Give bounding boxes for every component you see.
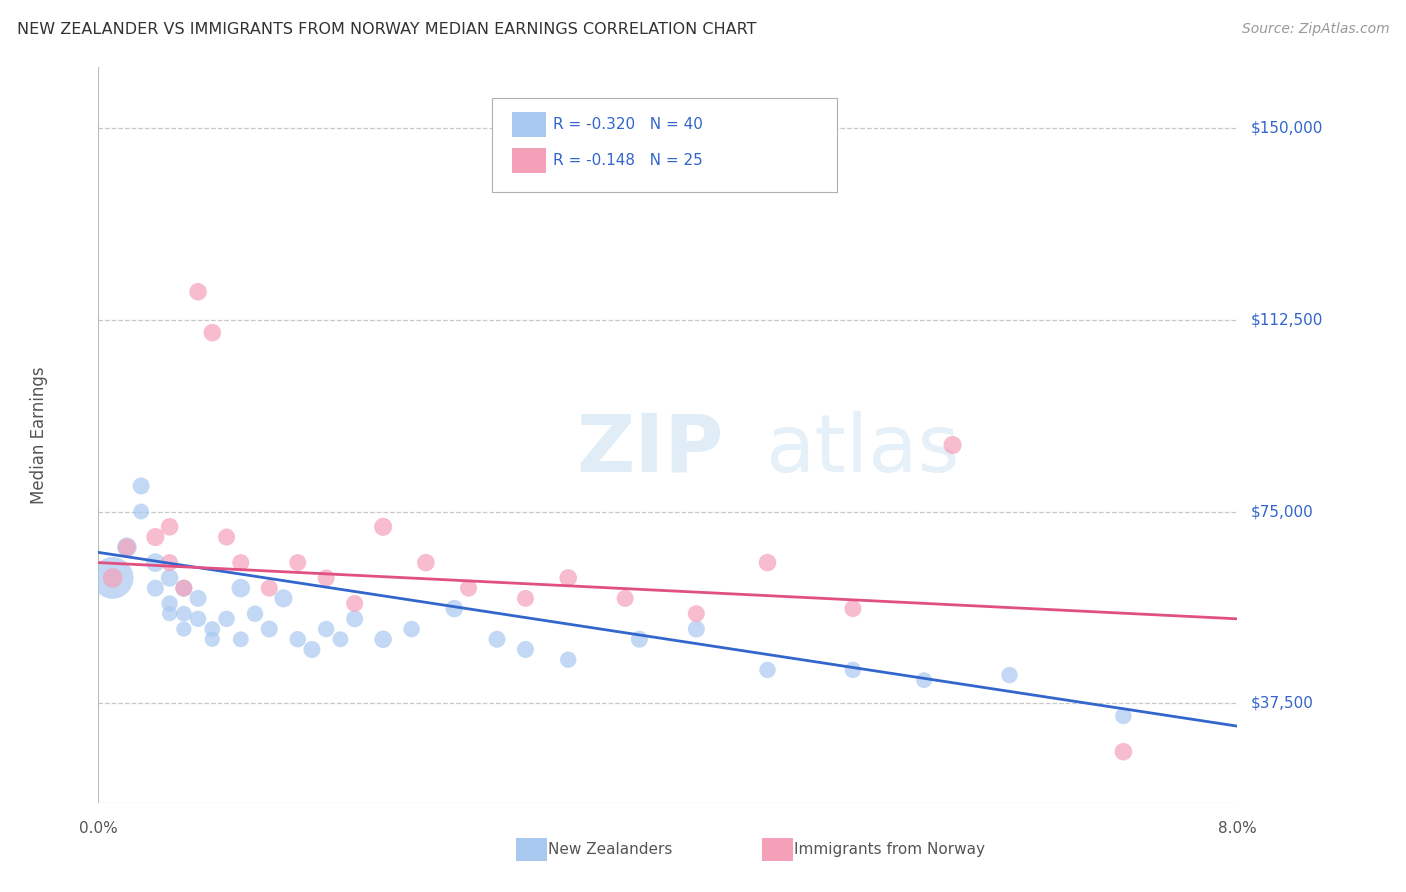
Point	[942, 438, 965, 452]
Text: Immigrants from Norway: Immigrants from Norway	[794, 842, 986, 856]
Text: R = -0.320   N = 40: R = -0.320 N = 40	[553, 118, 703, 132]
Point	[159, 607, 181, 621]
Point	[998, 668, 1021, 682]
Point	[371, 520, 394, 534]
Point	[129, 479, 152, 493]
Point	[842, 663, 865, 677]
Point	[756, 663, 779, 677]
Point	[912, 673, 935, 687]
Point	[243, 607, 266, 621]
Point	[557, 571, 579, 585]
Point	[229, 632, 252, 647]
Point	[287, 556, 309, 570]
Text: $150,000: $150,000	[1251, 120, 1323, 136]
Point	[443, 601, 465, 615]
Point	[371, 632, 394, 647]
Point	[842, 601, 865, 615]
Point	[229, 581, 252, 595]
Point	[1112, 709, 1135, 723]
Point	[329, 632, 352, 647]
Point	[259, 622, 281, 636]
Text: ZIP: ZIP	[576, 410, 724, 489]
Point	[187, 612, 209, 626]
Point	[229, 556, 252, 570]
Point	[215, 612, 238, 626]
Text: NEW ZEALANDER VS IMMIGRANTS FROM NORWAY MEDIAN EARNINGS CORRELATION CHART: NEW ZEALANDER VS IMMIGRANTS FROM NORWAY …	[17, 22, 756, 37]
Point	[287, 632, 309, 647]
Point	[159, 520, 181, 534]
Text: $75,000: $75,000	[1251, 504, 1313, 519]
Point	[315, 571, 337, 585]
Point	[415, 556, 437, 570]
Point	[515, 642, 537, 657]
Text: R = -0.148   N = 25: R = -0.148 N = 25	[553, 153, 703, 168]
Point	[173, 581, 195, 595]
Point	[215, 530, 238, 544]
Point	[145, 530, 167, 544]
Point	[628, 632, 651, 647]
Point	[115, 541, 138, 555]
Text: 0.0%: 0.0%	[79, 821, 118, 836]
Text: New Zealanders: New Zealanders	[548, 842, 672, 856]
Point	[486, 632, 509, 647]
Point	[173, 581, 195, 595]
Point	[557, 653, 579, 667]
Point	[173, 622, 195, 636]
Point	[173, 607, 195, 621]
Point	[315, 622, 337, 636]
Point	[301, 642, 323, 657]
Point	[457, 581, 479, 595]
Point	[201, 622, 224, 636]
Point	[343, 612, 366, 626]
Point	[159, 556, 181, 570]
Point	[343, 597, 366, 611]
Text: 8.0%: 8.0%	[1218, 821, 1257, 836]
Text: $37,500: $37,500	[1251, 696, 1313, 711]
Point	[259, 581, 281, 595]
Point	[614, 591, 637, 606]
Point	[756, 556, 779, 570]
Point	[101, 571, 124, 585]
Point	[145, 581, 167, 595]
Point	[159, 571, 181, 585]
Point	[129, 504, 152, 518]
Point	[187, 591, 209, 606]
Point	[201, 326, 224, 340]
Text: Source: ZipAtlas.com: Source: ZipAtlas.com	[1241, 22, 1389, 37]
Point	[115, 541, 138, 555]
Point	[685, 607, 707, 621]
Text: Median Earnings: Median Earnings	[30, 366, 48, 504]
Point	[145, 556, 167, 570]
Text: atlas: atlas	[765, 410, 959, 489]
Point	[515, 591, 537, 606]
Point	[159, 597, 181, 611]
Point	[1112, 745, 1135, 759]
Point	[187, 285, 209, 299]
Point	[273, 591, 295, 606]
Point	[401, 622, 423, 636]
Point	[685, 622, 707, 636]
Point	[201, 632, 224, 647]
Text: $112,500: $112,500	[1251, 312, 1323, 327]
Point	[101, 571, 124, 585]
